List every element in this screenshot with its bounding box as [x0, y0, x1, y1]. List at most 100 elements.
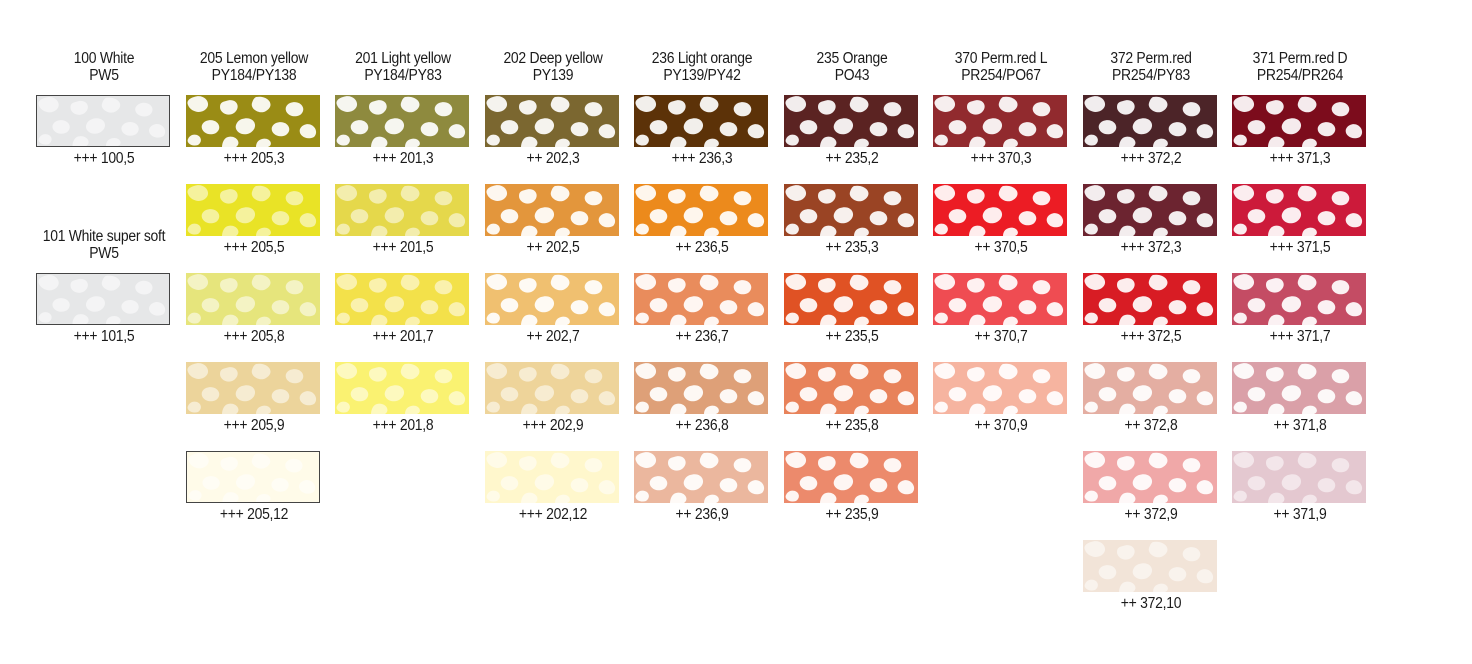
swatch-texture: [38, 275, 166, 324]
texture-blob: [747, 302, 765, 317]
texture-blob: [1168, 211, 1187, 226]
texture-blob: [635, 312, 649, 324]
texture-blob: [1148, 452, 1168, 469]
swatch-texture: [1084, 96, 1214, 147]
texture-blob: [336, 96, 358, 112]
texture-blob: [285, 191, 304, 206]
texture-blob: [434, 369, 453, 384]
texture-blob: [256, 316, 271, 325]
swatch-code: ++ 370,7: [974, 328, 1028, 345]
texture-blob: [799, 209, 818, 224]
swatch-texture: [336, 185, 466, 236]
texture-blob: [584, 102, 603, 117]
texture-blob: [1084, 134, 1098, 146]
texture-blob: [883, 280, 902, 295]
texture-blob: [969, 403, 986, 414]
color-name: 205 Lemon yellow: [199, 50, 309, 67]
color-swatch: [634, 451, 768, 503]
texture-blob: [202, 476, 220, 490]
texture-blob: [570, 300, 589, 315]
texture-blob: [719, 211, 738, 226]
swatch-code: +++ 201,7: [372, 328, 434, 345]
texture-blob: [820, 314, 837, 325]
texture-blob: [982, 296, 1003, 313]
texture-blob: [1018, 389, 1037, 404]
texture-blob: [1182, 547, 1201, 562]
texture-blob: [820, 225, 837, 236]
texture-blob: [982, 385, 1003, 402]
texture-blob: [1233, 134, 1247, 146]
texture-blob: [434, 102, 453, 117]
texture-blob: [869, 300, 888, 315]
swatch-code: +++ 370,3: [970, 150, 1032, 167]
texture-blob: [1331, 191, 1350, 206]
texture-blob: [1119, 492, 1136, 503]
texture-blob: [405, 405, 420, 414]
swatch-code: ++ 202,3: [526, 150, 580, 167]
texture-blob: [1148, 541, 1168, 558]
swatch-code: +++ 201,3: [372, 150, 434, 167]
texture-blob: [635, 401, 649, 413]
texture-blob: [1148, 363, 1168, 380]
texture-blob: [799, 298, 818, 313]
texture-blob: [849, 96, 869, 113]
texture-blob: [371, 136, 388, 147]
texture-blob: [1119, 136, 1136, 147]
swatch-texture: [187, 185, 317, 236]
swatch-code: +++ 236,3: [671, 150, 733, 167]
texture-blob: [869, 122, 888, 137]
texture-blob: [1046, 213, 1064, 228]
texture-blob: [121, 300, 139, 314]
texture-blob: [285, 369, 304, 384]
texture-blob: [85, 296, 106, 312]
texture-blob: [683, 474, 704, 491]
color-swatch: [36, 95, 170, 147]
texture-blob: [298, 479, 316, 494]
swatch-code: +++ 372,5: [1120, 328, 1182, 345]
texture-blob: [405, 316, 420, 325]
texture-blob: [1148, 274, 1168, 291]
color-swatch: [186, 95, 320, 147]
texture-blob: [833, 207, 854, 224]
pigment-code: PO43: [834, 67, 870, 84]
texture-blob: [371, 403, 388, 414]
texture-blob: [683, 207, 704, 224]
color-swatch: [784, 184, 918, 236]
texture-blob: [1268, 225, 1285, 236]
texture-blob: [1084, 274, 1106, 290]
texture-blob: [521, 136, 538, 147]
texture-blob: [1281, 474, 1302, 491]
texture-blob: [883, 458, 902, 473]
column-header: 101 White super soft PW5: [34, 228, 174, 262]
texture-blob: [670, 492, 687, 503]
texture-blob: [584, 191, 603, 206]
swatch-code: ++ 370,9: [974, 417, 1028, 434]
texture-blob: [369, 189, 387, 204]
texture-blob: [948, 120, 967, 135]
texture-blob: [1302, 316, 1317, 325]
texture-blob: [699, 363, 719, 380]
color-swatch: [1083, 273, 1217, 325]
texture-blob: [1233, 312, 1247, 324]
pigment-code: PR254/PR264: [1256, 67, 1344, 84]
texture-blob: [1182, 102, 1201, 117]
texture-blob: [187, 312, 201, 324]
swatch-texture: [486, 363, 616, 414]
texture-blob: [785, 401, 799, 413]
texture-blob: [570, 122, 589, 137]
texture-blob: [187, 363, 209, 379]
texture-blob: [1119, 225, 1136, 236]
swatch-texture: [785, 96, 915, 147]
texture-blob: [555, 494, 570, 503]
texture-blob: [1268, 136, 1285, 147]
texture-blob: [1233, 452, 1255, 468]
swatch-code: ++ 372,8: [1124, 417, 1178, 434]
texture-blob: [849, 452, 869, 469]
texture-blob: [1266, 278, 1284, 293]
swatch-texture: [934, 363, 1064, 414]
texture-blob: [336, 134, 350, 146]
swatch-code: ++ 236,5: [675, 239, 729, 256]
texture-blob: [649, 120, 668, 135]
texture-blob: [998, 274, 1018, 291]
